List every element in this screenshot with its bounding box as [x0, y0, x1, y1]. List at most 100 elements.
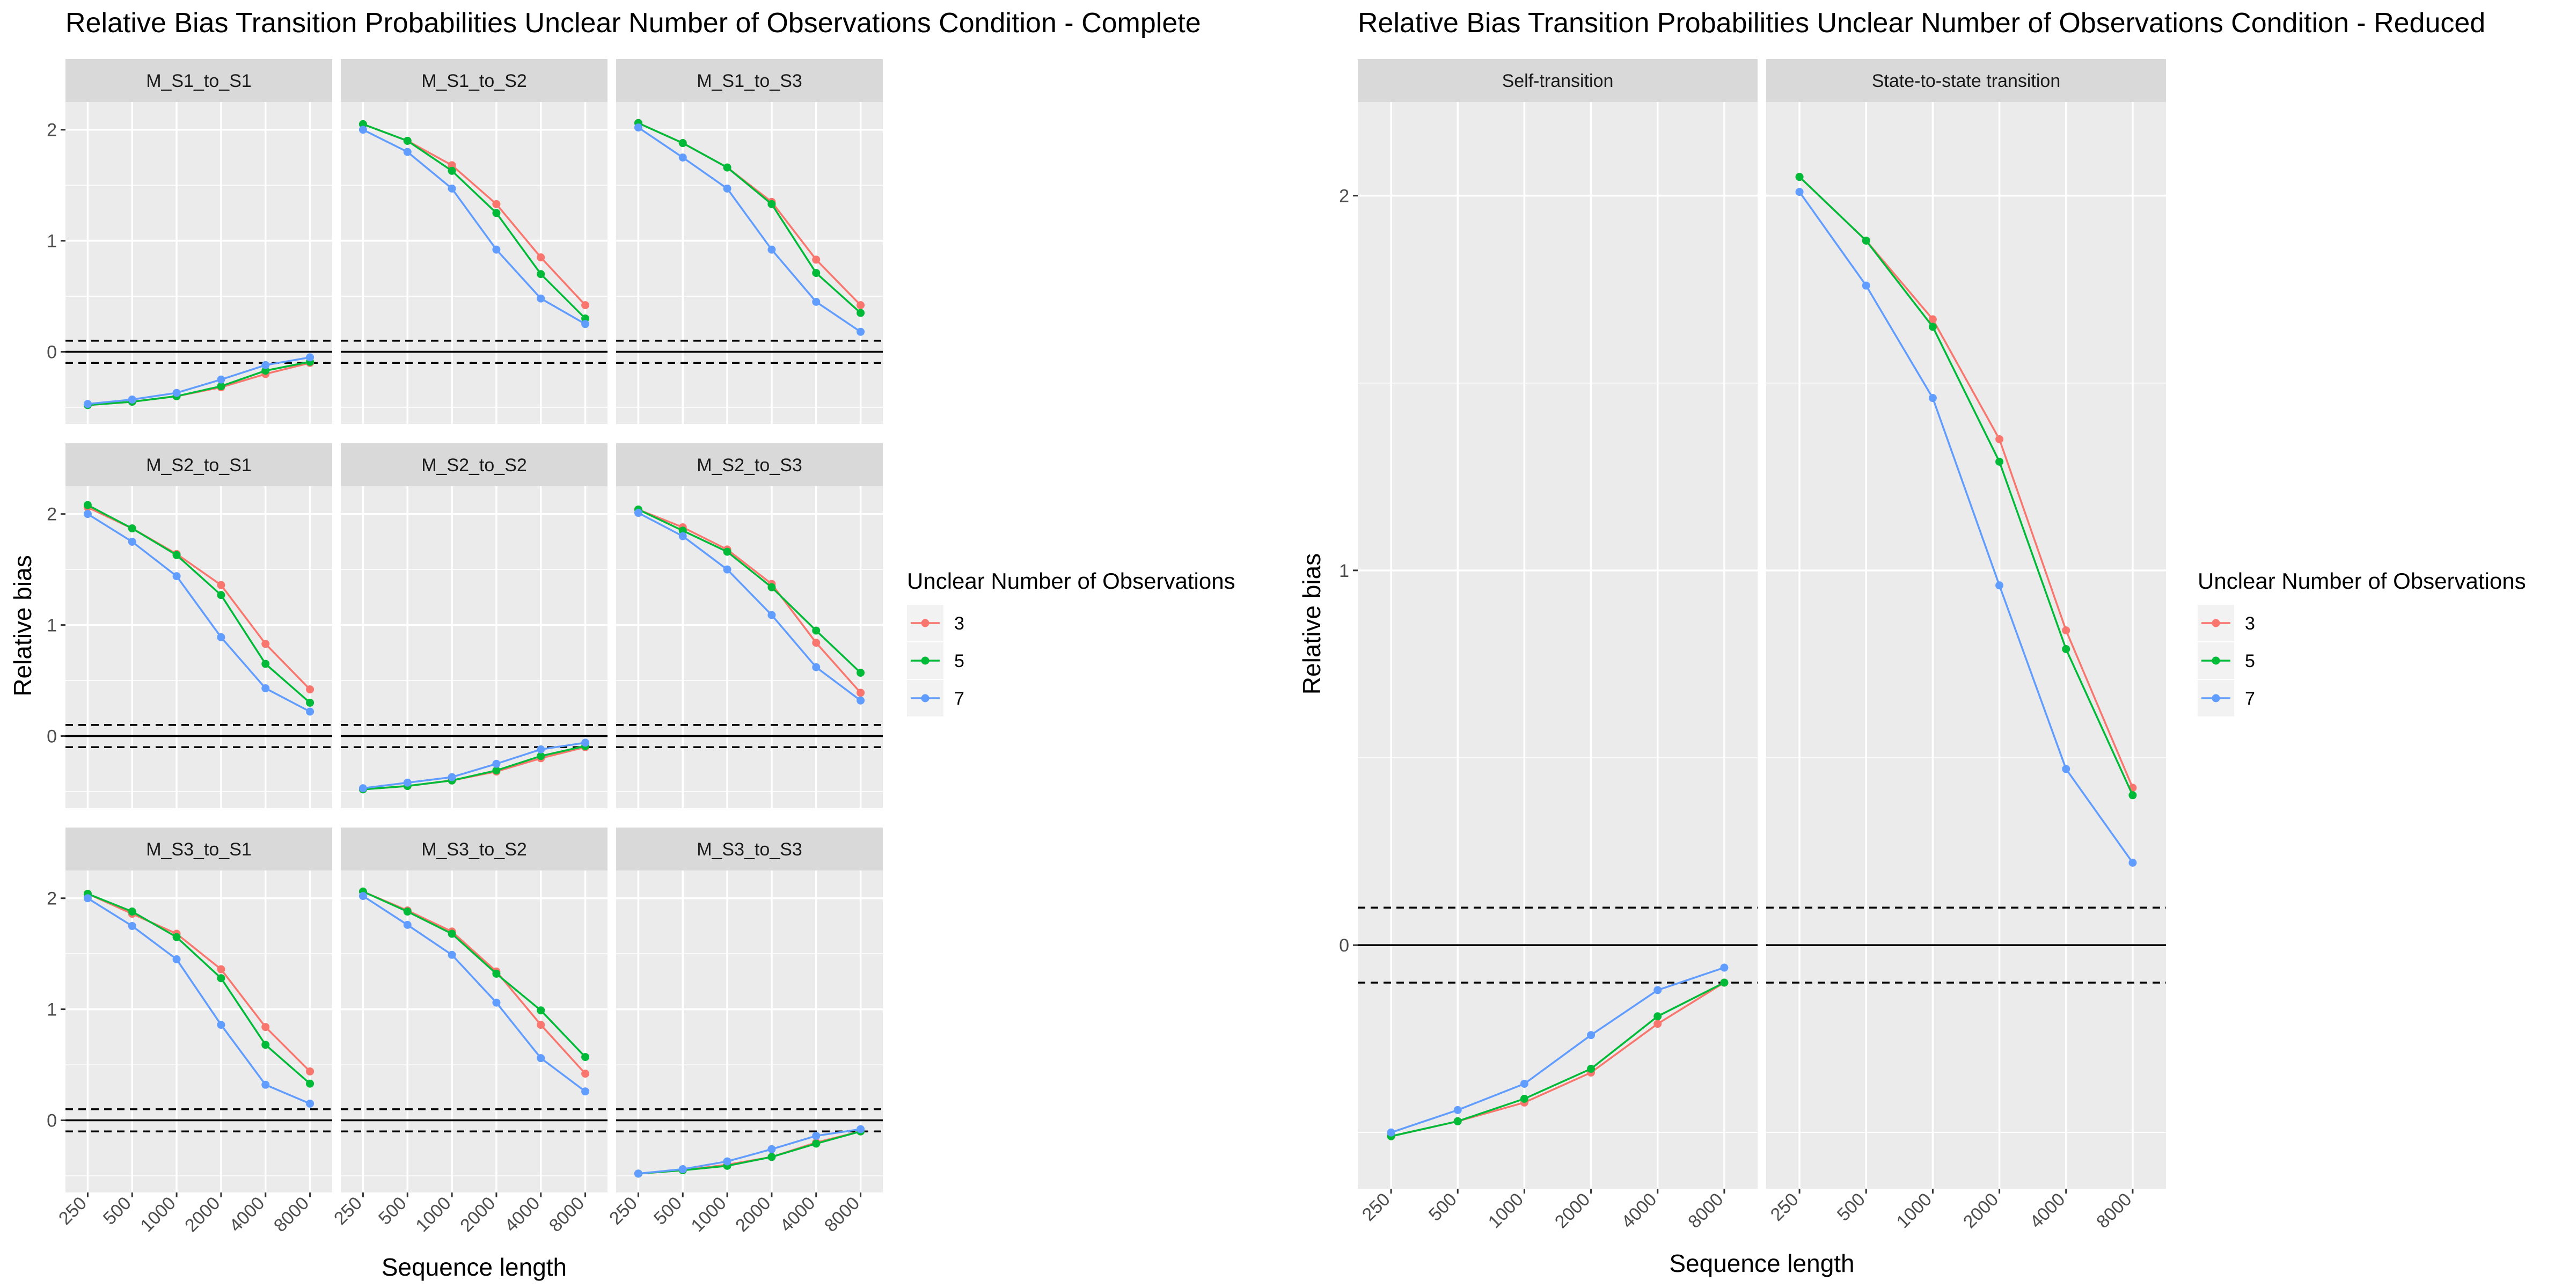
data-point-7 — [634, 123, 642, 132]
data-point-5 — [1720, 978, 1729, 987]
data-point-7 — [358, 892, 367, 901]
panel-background — [341, 486, 608, 808]
legend-key-point — [921, 619, 930, 627]
data-point-3 — [261, 1023, 270, 1031]
data-point-7 — [83, 400, 92, 408]
x-tick-label: 250 — [605, 1193, 641, 1229]
data-point-5 — [172, 551, 181, 559]
panel-label: Self-transition — [1502, 71, 1614, 91]
data-point-5 — [261, 1041, 270, 1049]
panel-label: M_S1_to_S1 — [146, 71, 252, 91]
x-tick-label: 4000 — [2026, 1189, 2069, 1232]
data-point-7 — [358, 126, 367, 134]
panel-background — [616, 102, 883, 424]
panel-strip — [1358, 59, 1758, 102]
x-tick-label: 2000 — [1551, 1189, 1594, 1232]
data-point-5 — [403, 136, 412, 145]
data-point-7 — [492, 759, 501, 768]
y-tick-label: 2 — [1339, 186, 1349, 207]
data-point-7 — [857, 1125, 865, 1133]
data-point-3 — [857, 689, 865, 697]
data-point-3 — [812, 639, 821, 647]
data-point-7 — [812, 663, 821, 671]
y-tick-label: 1 — [1339, 561, 1349, 581]
panel-M_S1_to_S3: M_S1_to_S3 — [616, 59, 883, 424]
y-axis-title: Relative bias — [1298, 553, 1326, 694]
panel-background — [616, 486, 883, 808]
data-point-7 — [1453, 1106, 1462, 1114]
data-point-7 — [537, 1054, 545, 1063]
series-line-7 — [362, 895, 586, 1093]
data-point-5 — [448, 166, 456, 175]
y-tick-label: 1 — [47, 616, 57, 636]
data-point-3 — [306, 685, 314, 694]
x-tick-label: 8000 — [270, 1193, 313, 1236]
x-tick-label: 8000 — [1684, 1189, 1727, 1232]
data-point-5 — [217, 591, 225, 599]
data-point-5 — [172, 933, 181, 941]
series-line-5 — [1798, 176, 2134, 796]
data-point-3 — [261, 640, 270, 648]
data-point-7 — [2062, 765, 2070, 773]
data-point-7 — [261, 684, 270, 693]
x-tick-label: 500 — [1425, 1189, 1461, 1225]
legend-entry-3: 3 — [954, 613, 964, 634]
chart-title-complete: Relative Bias Transition Probabilities U… — [65, 8, 1201, 39]
data-point-7 — [448, 773, 456, 781]
legend-key-point — [921, 694, 930, 702]
data-point-7 — [581, 738, 590, 747]
y-tick-label: 0 — [47, 727, 57, 747]
data-point-7 — [537, 745, 545, 753]
x-tick-label: 4000 — [776, 1193, 819, 1236]
panel-M_S3_to_S2: M_S3_to_S2 250 500 1000 2000 4000 8000 — [330, 828, 608, 1236]
panel-strip — [1766, 59, 2166, 102]
panel-M_S3_to_S1: M_S3_to_S1 0 1 2 250 500 1000 2000 4000 8000 — [47, 828, 332, 1236]
data-point-7 — [634, 1169, 642, 1178]
data-point-7 — [812, 297, 821, 306]
series-line-7 — [1798, 191, 2134, 863]
x-tick-label: 4000 — [225, 1193, 268, 1236]
data-point-7 — [857, 696, 865, 705]
series-line-7 — [362, 129, 586, 325]
data-point-5 — [857, 669, 865, 677]
data-point-7 — [1387, 1128, 1395, 1137]
data-point-5 — [812, 269, 821, 277]
series-line-7 — [638, 127, 861, 333]
x-tick-label: 250 — [1767, 1189, 1803, 1225]
data-point-7 — [812, 1131, 821, 1140]
panel-M_S1_to_S2: M_S1_to_S2 — [341, 59, 608, 424]
x-tick-label: 1000 — [687, 1193, 730, 1236]
data-point-7 — [678, 532, 687, 540]
data-point-5 — [261, 367, 270, 375]
x-tick-label: 4000 — [1618, 1189, 1660, 1232]
data-point-5 — [261, 660, 270, 668]
data-point-3 — [581, 1070, 590, 1078]
data-point-5 — [2128, 791, 2137, 800]
panel-M_S2_to_S2: M_S2_to_S2 — [341, 443, 608, 808]
data-point-3 — [1653, 1020, 1662, 1028]
data-point-7 — [448, 950, 456, 959]
panel-label: M_S3_to_S3 — [697, 839, 802, 860]
data-point-5 — [217, 382, 225, 391]
data-point-7 — [1928, 394, 1937, 402]
data-point-7 — [217, 1021, 225, 1029]
series-line-5 — [1391, 982, 1725, 1137]
panel-label: M_S2_to_S1 — [146, 455, 252, 475]
series-line-5 — [362, 123, 586, 319]
data-point-7 — [306, 1099, 314, 1108]
legend-key-point — [921, 656, 930, 665]
data-point-7 — [767, 611, 776, 619]
legend-key-point — [2212, 694, 2220, 702]
data-point-7 — [261, 1080, 270, 1089]
data-point-5 — [678, 526, 687, 535]
y-tick-label: 0 — [1339, 935, 1349, 956]
plot-area: M_S1_to_S1 0 1 2 M_S1_to_S2 M_S1_to_S3 M_S2_to… — [9, 59, 2526, 1281]
data-point-7 — [403, 778, 412, 787]
data-point-7 — [581, 1087, 590, 1096]
panel-strip — [341, 59, 608, 102]
panel-M_S1_to_S1: M_S1_to_S1 0 1 2 — [47, 59, 332, 424]
series-line-5 — [87, 892, 311, 1085]
panel-strip — [65, 59, 332, 102]
data-point-7 — [128, 921, 136, 930]
